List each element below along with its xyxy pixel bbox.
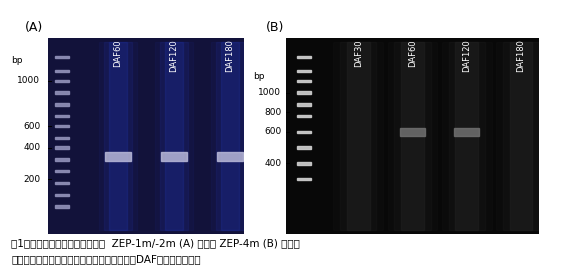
Bar bbox=[401, 42, 424, 230]
Bar bbox=[333, 42, 383, 230]
Bar bbox=[211, 42, 249, 230]
Text: DAF60: DAF60 bbox=[408, 40, 417, 67]
Text: 400: 400 bbox=[264, 159, 281, 168]
Bar bbox=[55, 56, 69, 58]
Bar bbox=[503, 42, 539, 230]
Text: 図中の矢印は各転写産物の泳動位置を示す。DAFは開花後日数。: 図中の矢印は各転写産物の泳動位置を示す。DAFは開花後日数。 bbox=[11, 254, 201, 264]
Bar bbox=[297, 70, 311, 72]
Bar bbox=[510, 42, 532, 230]
Bar bbox=[55, 91, 69, 94]
Bar bbox=[109, 42, 127, 230]
Bar bbox=[99, 42, 137, 230]
Text: 600: 600 bbox=[23, 122, 40, 130]
Bar bbox=[394, 42, 431, 230]
Bar bbox=[297, 115, 311, 117]
Bar bbox=[55, 170, 69, 172]
Bar bbox=[297, 131, 311, 133]
Bar bbox=[55, 146, 69, 149]
Bar bbox=[448, 42, 485, 230]
Bar bbox=[155, 42, 193, 230]
Bar bbox=[55, 137, 69, 139]
Bar bbox=[216, 42, 244, 230]
Bar bbox=[297, 146, 311, 149]
Text: DAF120: DAF120 bbox=[462, 40, 471, 72]
Text: DAF30: DAF30 bbox=[354, 40, 363, 67]
Bar bbox=[165, 42, 183, 230]
Text: (B): (B) bbox=[266, 21, 285, 34]
Text: DAF120: DAF120 bbox=[170, 40, 179, 72]
Text: bp: bp bbox=[253, 72, 265, 81]
Bar bbox=[55, 80, 69, 82]
Text: 200: 200 bbox=[23, 175, 40, 183]
Bar bbox=[105, 151, 130, 161]
Bar bbox=[297, 56, 311, 58]
Text: 400: 400 bbox=[23, 143, 40, 152]
Bar bbox=[55, 125, 69, 127]
Bar bbox=[55, 70, 69, 72]
Bar bbox=[217, 151, 243, 161]
Text: 600: 600 bbox=[264, 128, 281, 136]
Bar bbox=[496, 42, 546, 230]
Bar bbox=[297, 80, 311, 82]
Text: 図1　「宮川早生」果実発育中の  ZEP-1m/-2m (A) および ZEP-4m (B) の発現: 図1 「宮川早生」果実発育中の ZEP-1m/-2m (A) および ZEP-4… bbox=[11, 238, 300, 248]
Bar bbox=[55, 205, 69, 208]
Bar bbox=[55, 194, 69, 196]
Bar bbox=[400, 128, 425, 136]
Bar bbox=[297, 103, 311, 106]
Bar bbox=[55, 103, 69, 106]
Bar bbox=[340, 42, 376, 230]
Bar bbox=[387, 42, 438, 230]
Bar bbox=[160, 42, 188, 230]
Text: DAF180: DAF180 bbox=[226, 40, 235, 73]
Bar bbox=[454, 128, 479, 136]
Bar bbox=[221, 42, 239, 230]
Bar bbox=[455, 42, 478, 230]
Bar bbox=[442, 42, 492, 230]
Bar bbox=[55, 182, 69, 184]
Text: bp: bp bbox=[11, 56, 23, 65]
Text: DAF180: DAF180 bbox=[517, 40, 526, 73]
Bar bbox=[55, 115, 69, 117]
Bar bbox=[297, 178, 311, 180]
Bar bbox=[297, 91, 311, 94]
Text: 1000: 1000 bbox=[18, 76, 40, 85]
Text: DAF60: DAF60 bbox=[113, 40, 122, 67]
Text: 800: 800 bbox=[264, 108, 281, 117]
Text: (A): (A) bbox=[25, 21, 43, 34]
Bar bbox=[162, 151, 187, 161]
Bar bbox=[297, 162, 311, 165]
Text: 1000: 1000 bbox=[259, 88, 281, 97]
Bar bbox=[55, 158, 69, 161]
Bar bbox=[104, 42, 132, 230]
Bar bbox=[347, 42, 370, 230]
